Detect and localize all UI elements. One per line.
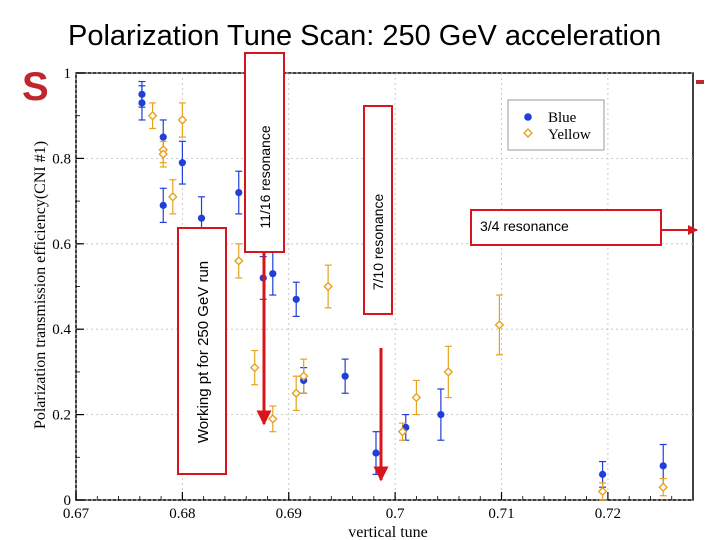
background-dash (696, 80, 704, 84)
resonance-7-10-box (363, 105, 393, 315)
yellow-data-point (147, 110, 158, 121)
yellow-data-point (291, 388, 301, 399)
x-tick-label: 0.68 (169, 506, 195, 522)
blue-data-point (292, 295, 300, 303)
x-tick-label: 0.67 (63, 506, 90, 522)
y-axis-label: Polarization transmission efficiency(CNI… (32, 141, 49, 429)
axis-ticks: 0.67 0.68 0.69 0.7 0.71 0.72 0 0.2 0.4 0.6 0.8 1 (52, 66, 694, 522)
data-points (138, 90, 669, 497)
legend-blue-marker (524, 113, 532, 121)
y-tick-label: 0.8 (52, 151, 71, 167)
blue-data-point (159, 133, 167, 141)
yellow-data-point (411, 392, 422, 403)
working-point-box (177, 227, 227, 475)
yellow-data-point (494, 320, 505, 330)
yellow-data-point (323, 281, 333, 292)
x-axis-label: vertical tune (348, 524, 428, 540)
x-tick-label: 0.7 (386, 506, 405, 522)
yellow-data-point (443, 367, 454, 377)
blue-data-point (159, 201, 167, 209)
blue-data-point (269, 270, 277, 278)
blue-data-point (235, 188, 243, 197)
legend-yellow-label: Yellow (548, 127, 591, 143)
y-tick-label: 1 (64, 66, 72, 82)
yellow-data-point (168, 192, 178, 202)
y-tick-label: 0.2 (52, 408, 71, 424)
page-title: Polarization Tune Scan: 250 GeV accelera… (68, 20, 662, 52)
x-tick-label: 0.72 (595, 506, 621, 522)
blue-data-point (437, 411, 445, 419)
x-tick-label: 0.71 (488, 506, 514, 522)
y-tick-label: 0 (64, 493, 72, 509)
blue-data-point (659, 462, 667, 470)
x-tick-label: 0.69 (276, 506, 302, 522)
yellow-data-point (158, 149, 169, 159)
yellow-data-point (233, 256, 244, 266)
blue-data-point (598, 470, 607, 478)
yellow-data-point (597, 486, 608, 497)
working-point-label: Working pt for 250 GeV run (195, 261, 212, 443)
blue-data-point (138, 99, 146, 107)
yellow-data-point (658, 482, 669, 492)
blue-data-point (178, 159, 186, 167)
resonance-11-16-box (244, 52, 285, 253)
yellow-data-point (177, 115, 188, 125)
blue-data-point (197, 214, 206, 222)
resonance-3-4-label: 3/4 resonance (480, 218, 569, 234)
yellow-data-point (298, 371, 309, 381)
blue-data-point (372, 449, 380, 457)
legend-box (507, 99, 605, 151)
y-tick-label: 0.6 (52, 237, 71, 253)
resonance-7-10-label: 7/10 resonance (370, 194, 386, 291)
yellow-data-point (249, 362, 260, 373)
legend-yellow-marker (523, 128, 533, 138)
y-tick-label: 0.4 (52, 322, 71, 338)
blue-data-point (138, 90, 146, 98)
background-letter: S (22, 65, 49, 109)
resonance-11-16-label: 11/16 resonance (257, 125, 273, 228)
legend-blue-label: Blue (548, 110, 577, 126)
yellow-data-point (397, 426, 408, 437)
resonance-3-4-box (470, 209, 662, 246)
blue-data-point (341, 372, 349, 380)
